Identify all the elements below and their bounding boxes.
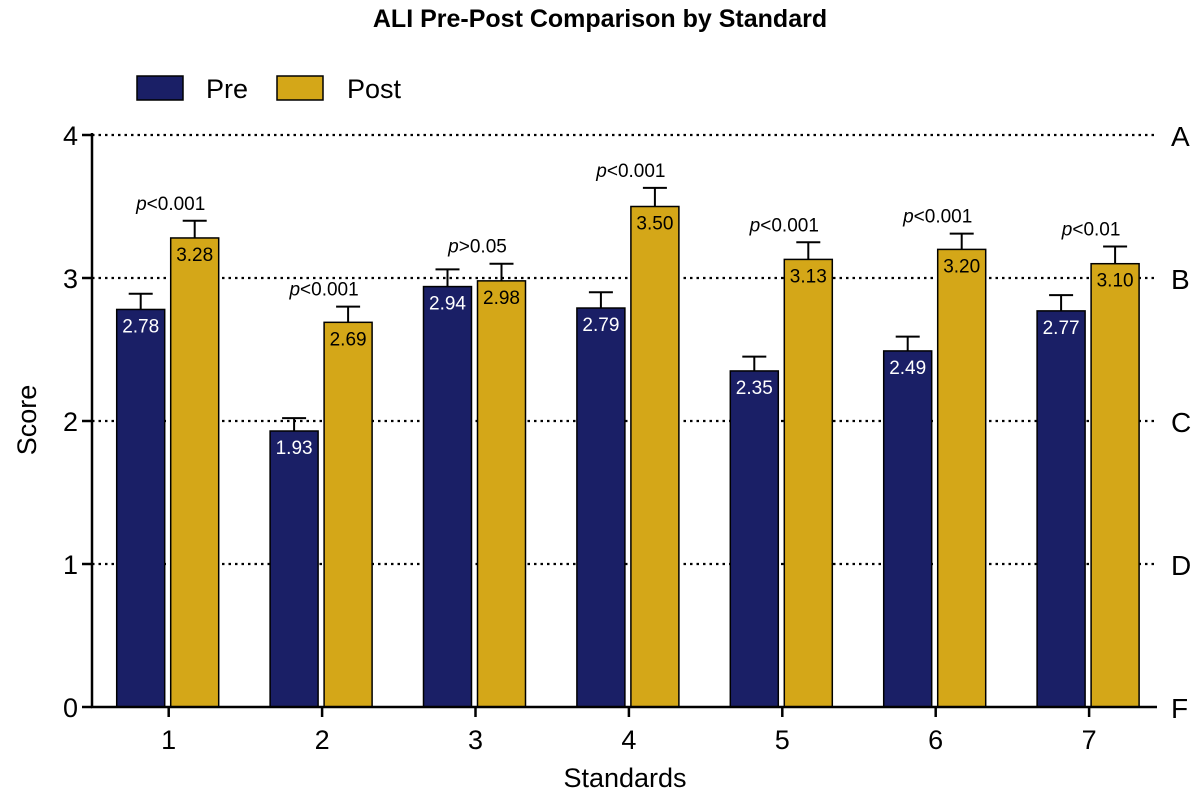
bar-post xyxy=(476,280,527,708)
legend-swatch-post xyxy=(276,75,324,101)
bar-value-label: 2.94 xyxy=(429,294,466,315)
chart-title: ALI Pre-Post Comparison by Standard xyxy=(373,5,827,33)
p-value-label: p<0.001 xyxy=(288,280,358,301)
p-value-label: p<0.001 xyxy=(595,161,665,182)
x-tick-label: 4 xyxy=(621,725,636,755)
p-value-label: p<0.01 xyxy=(1061,220,1121,241)
y-tick-label: 1 xyxy=(63,550,78,580)
x-tick-label: 1 xyxy=(161,725,176,755)
bar-pre xyxy=(422,285,473,708)
bar-value-label: 3.20 xyxy=(943,256,980,277)
y-tick-label: 0 xyxy=(63,693,78,723)
bar-pre xyxy=(729,370,780,708)
bar-value-label: 2.77 xyxy=(1043,318,1080,339)
p-value-label: p<0.001 xyxy=(135,194,205,215)
grade-label: B xyxy=(1171,264,1190,295)
bar-pre xyxy=(882,350,933,708)
bar-post xyxy=(630,205,680,708)
bar-pre xyxy=(269,430,319,708)
bar-post xyxy=(1090,262,1140,708)
x-tick-label: 2 xyxy=(315,725,330,755)
y-tick-label: 4 xyxy=(63,121,78,151)
bar-value-label: 3.50 xyxy=(636,214,673,235)
bar-value-label: 2.79 xyxy=(582,315,619,336)
bar-value-label: 2.69 xyxy=(330,329,367,350)
x-tick-label: 6 xyxy=(928,725,943,755)
bar-value-label: 3.13 xyxy=(790,266,827,287)
grade-label: D xyxy=(1171,550,1191,581)
x-tick-label: 7 xyxy=(1082,725,1097,755)
bar-post xyxy=(323,321,373,708)
x-tick-label: 3 xyxy=(468,725,483,755)
y-axis-label: Score xyxy=(12,385,42,456)
grade-label: A xyxy=(1171,121,1190,152)
bar-value-label: 3.10 xyxy=(1097,271,1134,292)
p-value-label: p<0.001 xyxy=(749,215,819,236)
legend-label-post: Post xyxy=(347,74,402,104)
legend-label-pre: Pre xyxy=(206,74,248,104)
bar-pre xyxy=(1036,310,1086,708)
bars: 2.78 3.28 p<0.001 1.93 2.69 p<0.001 2.94 2.98 p>… xyxy=(115,161,1140,708)
bar-post xyxy=(169,237,220,708)
bar-value-label: 2.98 xyxy=(483,288,520,309)
legend-swatch-pre xyxy=(136,75,184,101)
p-value-label: p<0.001 xyxy=(902,207,972,228)
bar-post xyxy=(783,258,834,708)
bar-value-label: 2.35 xyxy=(736,378,773,399)
bar-pre xyxy=(576,307,626,708)
bar-value-label: 3.28 xyxy=(176,245,213,266)
x-tick-label: 5 xyxy=(775,725,790,755)
bar-value-label: 1.93 xyxy=(276,438,313,459)
axes: 0 1 2 3 4 1 2 3 4 5 6 7 xyxy=(63,121,1157,755)
grade-label: C xyxy=(1171,407,1191,438)
p-value-label: p>0.05 xyxy=(447,237,507,258)
bar-value-label: 2.49 xyxy=(889,358,926,379)
grade-label: F xyxy=(1171,693,1188,724)
bar-pre xyxy=(115,308,166,708)
bar-post xyxy=(936,248,987,708)
x-axis-label: Standards xyxy=(563,763,686,793)
y-tick-label: 3 xyxy=(63,264,78,294)
legend: Pre Post xyxy=(136,74,402,104)
y-tick-label: 2 xyxy=(63,407,78,437)
bar-value-label: 2.78 xyxy=(122,316,159,337)
